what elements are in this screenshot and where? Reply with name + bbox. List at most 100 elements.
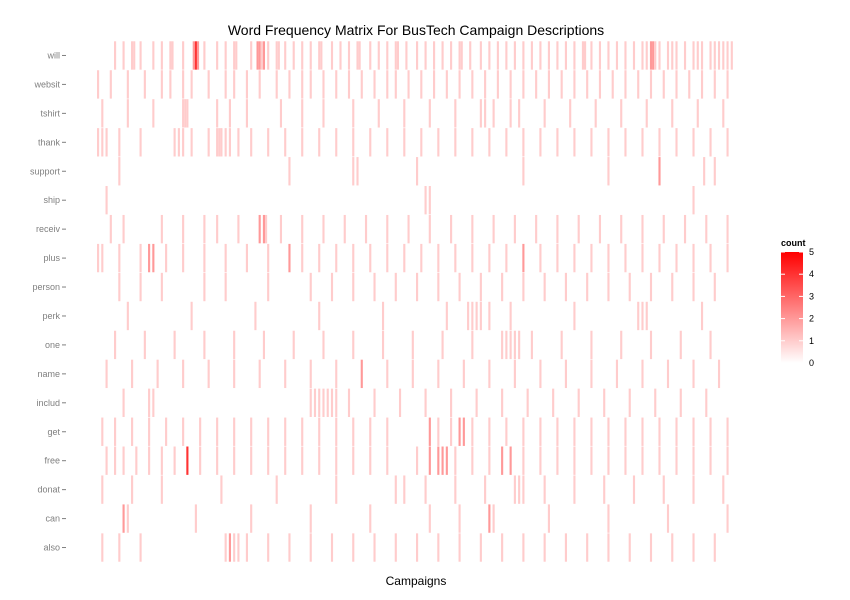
legend-tick-label: 4 xyxy=(809,269,814,279)
heatmap-cell xyxy=(114,417,117,446)
heatmap-cell xyxy=(471,128,474,157)
heatmap-cell xyxy=(369,446,372,475)
y-tick-label-ship: ship xyxy=(43,195,60,205)
heatmap-cell xyxy=(428,214,431,244)
heatmap-cell xyxy=(505,41,508,70)
heatmap-cell xyxy=(458,504,461,533)
heatmap-cell xyxy=(722,475,725,504)
heatmap-cell xyxy=(267,272,270,302)
heatmap-cell xyxy=(522,70,525,99)
heatmap-cell xyxy=(479,301,482,331)
heatmap-cell xyxy=(352,99,355,128)
y-tick-label-support: support xyxy=(30,166,61,176)
heatmap-cell xyxy=(450,214,453,244)
heatmap-cell xyxy=(258,41,261,70)
heatmap-cell xyxy=(182,214,185,244)
heatmap-cell xyxy=(237,533,240,562)
heatmap-cell xyxy=(347,388,351,417)
heatmap-cell xyxy=(530,41,533,70)
heatmap-cell xyxy=(373,388,376,417)
heatmap-cell xyxy=(126,504,129,533)
heatmap-cell xyxy=(139,243,142,273)
heatmap-cell xyxy=(203,330,206,360)
heatmap-cell xyxy=(573,70,576,99)
heatmap-cell xyxy=(256,41,259,70)
heatmap-cell xyxy=(488,243,491,273)
heatmap-cell xyxy=(556,417,559,446)
heatmap-cell xyxy=(403,475,406,504)
heatmap-cell xyxy=(207,128,210,157)
heatmap-cell xyxy=(564,272,567,302)
heatmap-cell xyxy=(267,417,270,446)
heatmap-cell xyxy=(666,41,670,70)
heatmap-cell xyxy=(394,475,397,504)
heatmap-cell xyxy=(692,417,695,446)
y-tick-label-will: will xyxy=(47,50,61,60)
heatmap-cell xyxy=(118,533,121,562)
heatmap-cell xyxy=(471,446,474,475)
heatmap-cell xyxy=(547,41,550,70)
heatmap-cell xyxy=(173,128,176,157)
heatmap-cell xyxy=(590,41,593,70)
heatmap-cell xyxy=(577,388,580,417)
heatmap-cell xyxy=(407,70,410,99)
heatmap-cell xyxy=(530,330,533,360)
heatmap-cell xyxy=(267,243,270,273)
heatmap-cell xyxy=(488,301,491,331)
heatmap-cell xyxy=(726,128,729,157)
chart-title: Word Frequency Matrix For BusTech Campai… xyxy=(228,22,604,38)
heatmap-cell xyxy=(148,446,151,475)
heatmap-cell xyxy=(590,359,593,389)
heatmap-cell xyxy=(398,388,402,417)
heatmap-cell xyxy=(356,41,359,70)
heatmap-cell xyxy=(590,446,593,475)
heatmap-cell xyxy=(496,41,499,70)
heatmap-cell xyxy=(114,330,117,360)
heatmap-cell xyxy=(352,533,355,562)
heatmap-cell xyxy=(250,41,253,70)
color-legend: count 0 1 2 3 4 5 xyxy=(781,238,814,368)
heatmap-cell xyxy=(403,243,406,273)
heatmap-cell xyxy=(662,214,665,244)
heatmap-cell xyxy=(330,533,334,562)
heatmap-cell xyxy=(458,417,461,446)
heatmap-cell xyxy=(726,70,729,99)
heatmap-cell xyxy=(641,446,644,475)
heatmap-cell xyxy=(556,214,559,244)
heatmap-cell xyxy=(335,359,338,389)
heatmap-cell xyxy=(505,243,508,273)
heatmap-cell xyxy=(607,128,610,157)
heatmap-cell xyxy=(339,41,342,70)
heatmap-cell xyxy=(101,99,104,128)
heatmap-cell xyxy=(501,533,504,562)
heatmap-cell xyxy=(543,475,546,504)
heatmap-cell xyxy=(564,533,567,562)
heatmap-cell xyxy=(479,272,482,302)
heatmap-cell xyxy=(641,41,644,70)
heatmap-cell xyxy=(258,214,261,244)
heatmap-cell xyxy=(292,330,295,360)
heatmap-cell xyxy=(547,70,550,99)
heatmap-cell xyxy=(301,99,304,128)
heatmap-cell xyxy=(288,157,291,186)
heatmap-cell xyxy=(556,128,559,157)
heatmap-cell xyxy=(590,128,593,157)
heatmap-cell xyxy=(428,186,431,215)
heatmap-cell xyxy=(641,301,644,331)
heatmap-cell xyxy=(522,243,525,273)
y-tick-label-free: free xyxy=(44,456,60,466)
heatmap-cell xyxy=(586,272,589,302)
heatmap-cell xyxy=(479,99,482,128)
y-tick-label-thank: thank xyxy=(38,137,61,147)
heatmap-cell xyxy=(288,70,291,99)
heatmap-cell xyxy=(364,214,368,244)
heatmap-cell xyxy=(709,446,712,475)
heatmap-cell xyxy=(386,446,389,475)
heatmap-cell xyxy=(543,99,546,128)
heatmap-cell xyxy=(460,41,463,70)
y-tick-label-websit: websit xyxy=(33,79,60,89)
heatmap-cell xyxy=(347,70,351,99)
heatmap-cell xyxy=(275,70,278,99)
heatmap-cell xyxy=(126,301,129,331)
heatmap-cell xyxy=(194,41,197,70)
